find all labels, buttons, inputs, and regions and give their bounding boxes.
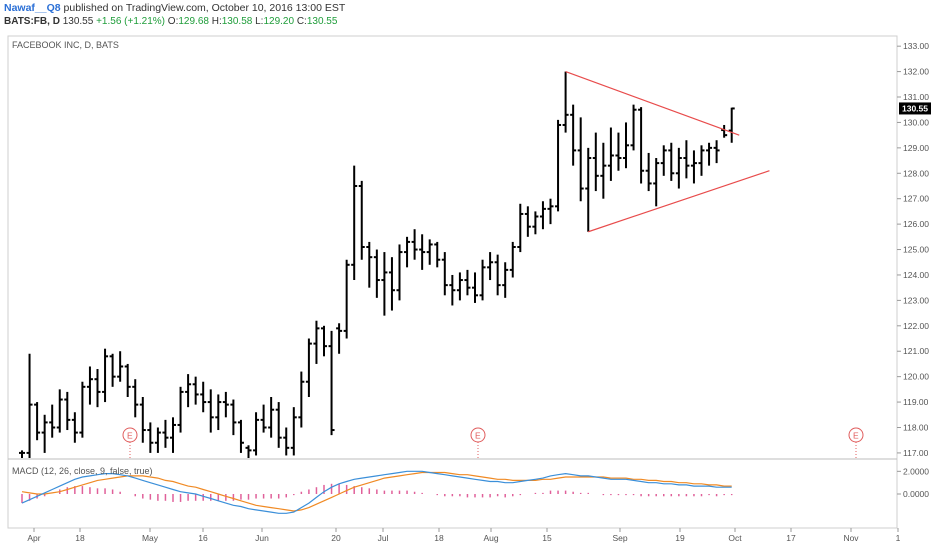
x-tick-label: 1 [896, 533, 901, 543]
x-tick-label: Jul [378, 533, 389, 543]
price-tick-label: 118.00 [903, 422, 929, 432]
x-tick-label: 18 [75, 533, 85, 543]
lower-trendline [588, 170, 770, 233]
x-tick-label: Jun [255, 533, 269, 543]
publish-line: Nawaf__Q8 published on TradingView.com, … [4, 2, 345, 14]
macd-tick-label: 0.0000 [903, 489, 929, 499]
macd-line [21, 470, 732, 514]
x-tick-label: May [142, 533, 159, 543]
price-tick-label: 127.00 [903, 194, 929, 204]
price-tick-label: 132.00 [903, 67, 929, 77]
high-label: H: [211, 16, 222, 27]
low-label: L: [255, 16, 264, 27]
price-tick-label: 125.00 [903, 245, 929, 255]
x-tick-label: Apr [27, 533, 40, 543]
macd-tick-label: 2.0000 [903, 466, 929, 476]
chart-title: FACEBOOK INC, D, BATS [12, 40, 119, 50]
earnings-marker-label: E [853, 431, 859, 441]
x-tick-label: Sep [612, 533, 627, 543]
symbol-label: BATS:FB, D [4, 16, 60, 27]
x-tick-label: Oct [728, 533, 742, 543]
price-tick-label: 124.00 [903, 270, 929, 280]
upper-trendline [565, 71, 740, 136]
close-label: C: [296, 16, 307, 27]
last-price-label: 130.55 [902, 103, 928, 113]
chart-header: Nawaf__Q8 published on TradingView.com, … [0, 0, 932, 30]
high-value: 130.58 [221, 16, 253, 27]
price-tick-label: 131.00 [903, 92, 929, 102]
price-tick-label: 126.00 [903, 219, 929, 229]
earnings-marker-label: E [127, 431, 133, 441]
price-tick-label: 130.00 [903, 117, 929, 127]
open-label: O: [167, 16, 179, 27]
price-tick-label: 123.00 [903, 295, 929, 305]
price-tick-label: 129.00 [903, 143, 929, 153]
price-tick-label: 121.00 [903, 346, 929, 356]
x-tick-label: 17 [786, 533, 796, 543]
x-tick-label: 16 [198, 533, 208, 543]
x-tick-label: 20 [331, 533, 341, 543]
quote-line: BATS:FB, D 130.55 +1.56 (+1.21%) O:129.6… [4, 16, 337, 27]
open-value: 129.68 [178, 16, 209, 27]
ohlc-bars [19, 71, 735, 458]
low-value: 129.20 [263, 16, 295, 27]
price-tick-label: 119.00 [903, 397, 929, 407]
x-tick-label: 15 [542, 533, 552, 543]
price-tick-label: 133.00 [903, 41, 929, 51]
x-tick-label: 18 [434, 533, 444, 543]
close-value: 130.55 [306, 16, 338, 27]
x-tick-label: Aug [483, 533, 498, 543]
last-price: 130.55 [62, 16, 94, 27]
price-tick-label: 120.00 [903, 372, 929, 382]
macd-legend: MACD (12, 26, close, 9, false, true) [12, 466, 153, 476]
x-tick-label: 19 [675, 533, 685, 543]
price-tick-label: 128.00 [903, 168, 929, 178]
price-tick-label: 122.00 [903, 321, 929, 331]
price-change: +1.56 (+1.21%) [96, 16, 166, 27]
earnings-marker-label: E [475, 431, 481, 441]
publish-info: published on TradingView.com, October 10… [63, 2, 346, 14]
x-tick-label: Nov [843, 533, 859, 543]
author-link[interactable]: Nawaf__Q8 [4, 2, 61, 14]
last-price-badge [899, 102, 931, 115]
price-tick-label: 117.00 [903, 448, 929, 458]
macd-signal-line [21, 471, 732, 512]
